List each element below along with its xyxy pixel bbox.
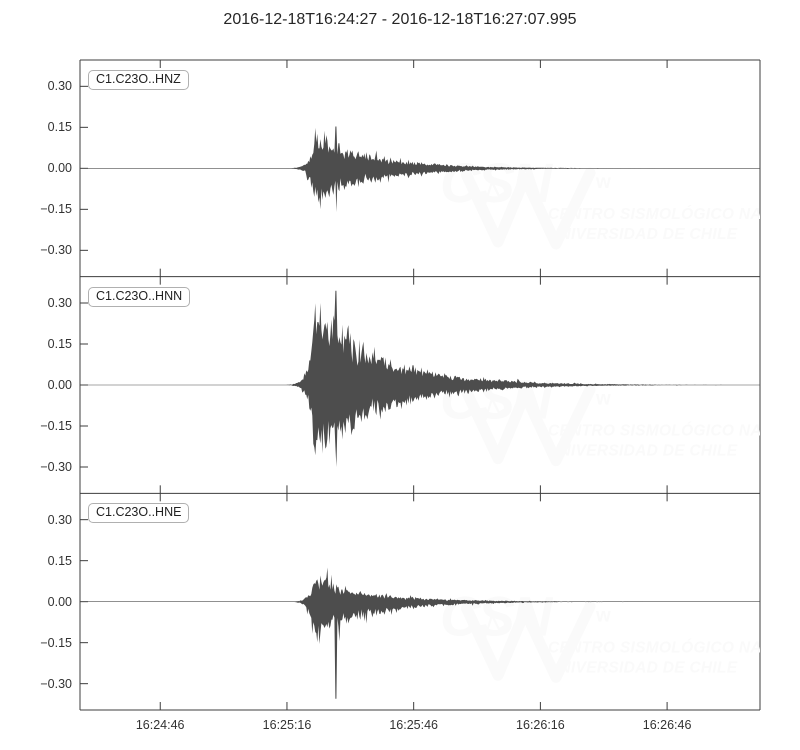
svg-text:w: w xyxy=(595,389,611,410)
svg-text:UNIVERSIDAD DE CHILE: UNIVERSIDAD DE CHILE xyxy=(548,226,738,243)
svg-text:w: w xyxy=(595,172,611,193)
svg-text:CENTRO SISMOLÓGICO NACIONAL: CENTRO SISMOLÓGICO NACIONAL xyxy=(548,205,800,223)
svg-text:UNIVERSIDAD DE CHILE: UNIVERSIDAD DE CHILE xyxy=(548,659,738,676)
svg-text:UNIVERSIDAD DE CHILE: UNIVERSIDAD DE CHILE xyxy=(548,443,738,460)
svg-text:CENTRO SISMOLÓGICO NACIONAL: CENTRO SISMOLÓGICO NACIONAL xyxy=(548,638,800,656)
svg-text:CENTRO SISMOLÓGICO NACIONAL: CENTRO SISMOLÓGICO NACIONAL xyxy=(548,422,800,440)
svg-text:w: w xyxy=(595,605,611,626)
